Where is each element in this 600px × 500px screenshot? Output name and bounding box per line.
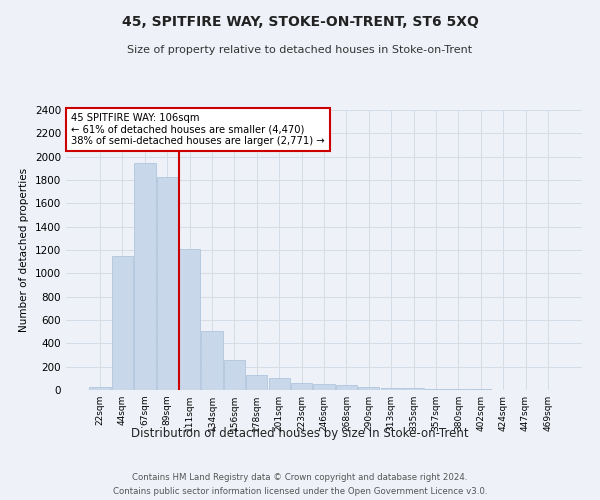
Bar	[202, 330, 223, 390]
Y-axis label: Number of detached properties: Number of detached properties	[19, 168, 29, 332]
Bar	[358, 386, 379, 390]
Text: 45, SPITFIRE WAY, STOKE-ON-TRENT, ST6 5XQ: 45, SPITFIRE WAY, STOKE-ON-TRENT, ST6 5X…	[122, 15, 478, 29]
Bar	[291, 383, 312, 390]
Text: Contains public sector information licensed under the Open Government Licence v3: Contains public sector information licen…	[113, 488, 487, 496]
Bar	[380, 388, 402, 390]
Bar	[112, 256, 133, 390]
Text: 45 SPITFIRE WAY: 106sqm
← 61% of detached houses are smaller (4,470)
38% of semi: 45 SPITFIRE WAY: 106sqm ← 61% of detache…	[71, 113, 325, 146]
Bar	[134, 162, 155, 390]
Text: Size of property relative to detached houses in Stoke-on-Trent: Size of property relative to detached ho…	[127, 45, 473, 55]
Bar	[336, 386, 357, 390]
Bar	[425, 389, 446, 390]
Bar	[313, 384, 335, 390]
Bar	[403, 388, 424, 390]
Bar	[179, 249, 200, 390]
Bar	[157, 176, 178, 390]
Bar	[224, 360, 245, 390]
Text: Distribution of detached houses by size in Stoke-on-Trent: Distribution of detached houses by size …	[131, 428, 469, 440]
Bar	[246, 375, 268, 390]
Bar	[269, 378, 290, 390]
Bar	[89, 386, 111, 390]
Text: Contains HM Land Registry data © Crown copyright and database right 2024.: Contains HM Land Registry data © Crown c…	[132, 472, 468, 482]
Bar	[448, 389, 469, 390]
